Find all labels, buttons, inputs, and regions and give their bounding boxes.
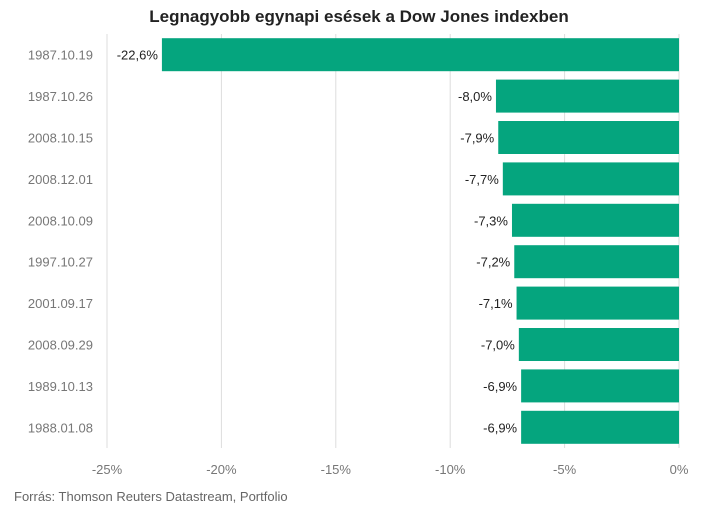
category-label: 1987.10.19 — [28, 48, 93, 63]
bar — [514, 245, 679, 279]
x-tick-label: -15% — [321, 462, 352, 477]
category-label: 1988.01.08 — [28, 420, 93, 435]
bar — [161, 38, 680, 72]
x-tick-label: -20% — [206, 462, 237, 477]
category-label: 1987.10.26 — [28, 89, 93, 104]
value-label: -7,1% — [479, 296, 513, 311]
value-label: -7,9% — [460, 131, 494, 146]
bar — [521, 369, 679, 403]
value-label: -7,3% — [474, 213, 508, 228]
category-label: 2008.10.15 — [28, 131, 93, 146]
value-label: -6,9% — [483, 420, 517, 435]
bar — [498, 121, 679, 154]
bar — [495, 79, 679, 113]
x-tick-label: -5% — [553, 462, 577, 477]
bar — [518, 328, 679, 361]
bar — [502, 162, 679, 196]
category-label: 2008.09.29 — [28, 338, 93, 353]
bar — [511, 203, 679, 237]
category-label: 1989.10.13 — [28, 379, 93, 394]
bar — [516, 286, 679, 320]
bar — [521, 410, 679, 444]
value-label: -7,2% — [476, 255, 510, 270]
x-tick-label: -25% — [92, 462, 123, 477]
category-label: 2008.12.01 — [28, 172, 93, 187]
category-label: 2001.09.17 — [28, 296, 93, 311]
value-label: -7,7% — [465, 172, 499, 187]
value-label: -7,0% — [481, 338, 515, 353]
value-label: -6,9% — [483, 379, 517, 394]
chart-title: Legnagyobb egynapi esések a Dow Jones in… — [149, 7, 569, 26]
category-label: 2008.10.09 — [28, 213, 93, 228]
value-label: -8,0% — [458, 89, 492, 104]
value-label: -22,6% — [117, 48, 159, 63]
category-label: 1997.10.27 — [28, 255, 93, 270]
x-tick-label: -10% — [435, 462, 466, 477]
x-tick-label: 0% — [670, 462, 689, 477]
source-note: Forrás: Thomson Reuters Datastream, Port… — [14, 489, 288, 504]
